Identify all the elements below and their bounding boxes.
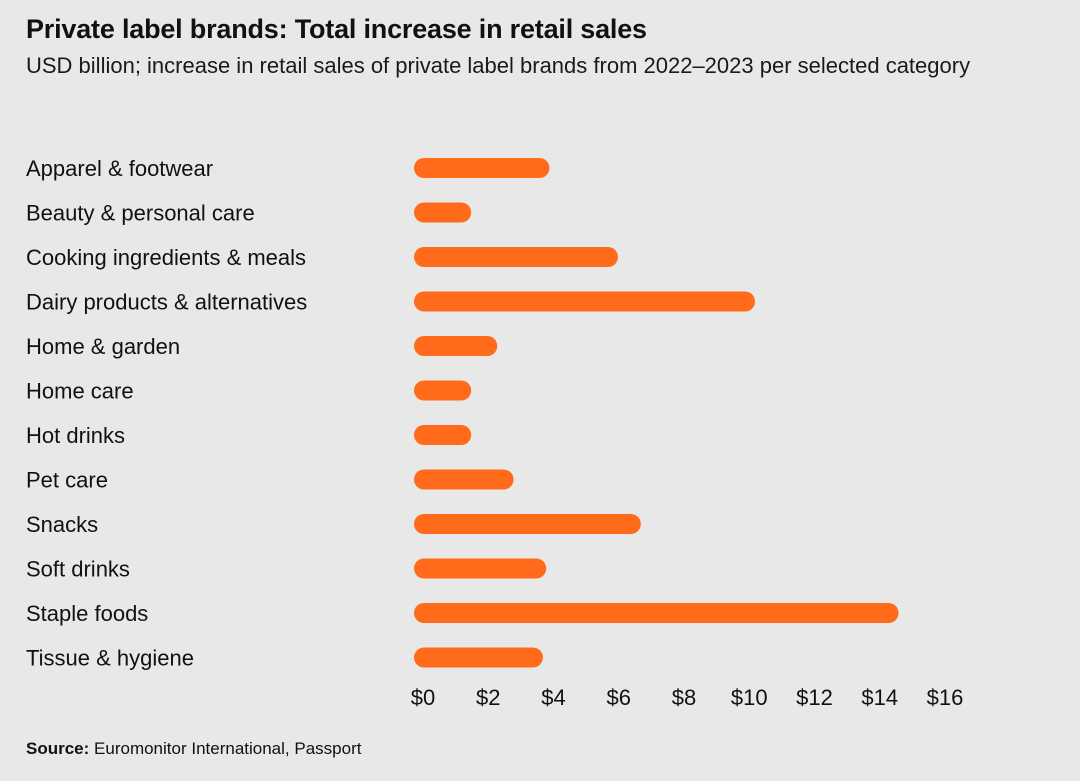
- bar: [414, 514, 641, 534]
- category-label: Snacks: [26, 512, 98, 537]
- bar: [414, 469, 514, 490]
- bar: [414, 158, 550, 178]
- bar: [414, 336, 498, 356]
- source-label: Source:: [26, 739, 90, 758]
- bars: [414, 158, 899, 668]
- x-tick-label: $12: [796, 685, 833, 710]
- category-label: Tissue & hygiene: [26, 646, 194, 671]
- x-tick-label: $6: [607, 685, 631, 710]
- category-label: Home & garden: [26, 334, 180, 359]
- category-label: Soft drinks: [26, 557, 130, 582]
- bar: [414, 425, 472, 445]
- x-tick-label: $2: [476, 685, 500, 710]
- bar: [414, 603, 899, 623]
- x-tick-label: $0: [411, 685, 435, 710]
- bar: [414, 380, 472, 401]
- category-labels: Apparel & footwear Beauty & personal care…: [26, 156, 307, 671]
- bar: [414, 291, 755, 312]
- category-label: Staple foods: [26, 601, 148, 626]
- bar: [414, 647, 543, 668]
- category-label: Hot drinks: [26, 423, 125, 448]
- bar: [414, 558, 547, 579]
- category-label: Apparel & footwear: [26, 156, 213, 181]
- source-text: Euromonitor International, Passport: [94, 739, 362, 758]
- category-label: Pet care: [26, 468, 108, 493]
- chart-subtitle: USD billion; increase in retail sales of…: [26, 53, 971, 78]
- x-tick-label: $4: [541, 685, 565, 710]
- bar: [414, 202, 472, 223]
- x-tick-label: $10: [731, 685, 768, 710]
- bar: [414, 247, 618, 267]
- chart-title: Private label brands: Total increase in …: [26, 14, 647, 44]
- category-label: Dairy products & alternatives: [26, 290, 307, 315]
- x-axis-ticks: $0 $2 $4 $6 $8 $10 $12 $14 $16: [411, 685, 964, 710]
- category-label: Beauty & personal care: [26, 201, 255, 226]
- x-tick-label: $8: [672, 685, 696, 710]
- x-tick-label: $14: [861, 685, 898, 710]
- category-label: Cooking ingredients & meals: [26, 245, 306, 270]
- source-note: Source: Euromonitor International, Passp…: [26, 739, 361, 759]
- bar-chart: Apparel & footwear Beauty & personal care…: [26, 156, 964, 710]
- category-label: Home care: [26, 379, 134, 404]
- x-tick-label: $16: [927, 685, 964, 710]
